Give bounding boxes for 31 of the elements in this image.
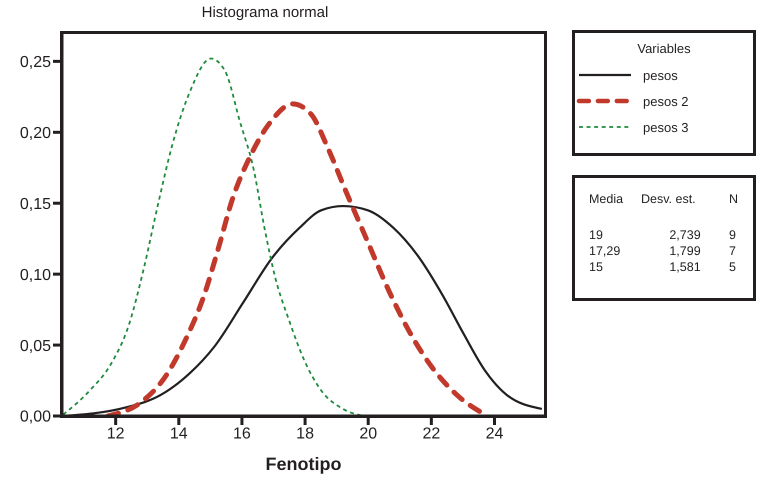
y-tick-label: 0,10 [20,266,52,284]
legend-label: pesos [643,68,678,82]
y-tick-label: 0,05 [20,338,52,355]
text: 1,581 [668,260,702,274]
text: Media [589,192,624,206]
text: 5 [729,260,737,274]
text: 19 [589,228,604,242]
text: N [729,192,740,206]
legend-title: Variables [636,41,692,56]
text: 17,29 [589,244,622,258]
text: Desv. est. [641,192,697,206]
legend-label: pesos 2 [643,94,689,108]
text: 2,739 [668,228,702,242]
x-tick-label: 22 [422,425,440,442]
x-axis-title: Fenotipo [266,454,342,474]
text: 9 [729,228,737,242]
x-tick-label: 14 [170,425,188,442]
text: 1,799 [668,244,702,258]
chart-title: Histograma normal [200,4,330,21]
x-tick-label: 20 [359,425,378,442]
x-tick-label: 24 [486,425,504,442]
text: 15 [589,260,604,274]
legend-label: pesos 3 [643,120,689,134]
x-tick-label: 18 [296,425,314,442]
y-tick-label: 0,25 [20,54,52,72]
y-tick-label: 0,20 [20,124,52,142]
y-tick-label: 0,00 [20,408,52,426]
x-tick-label: 16 [233,425,251,442]
text: 7 [729,244,737,258]
y-tick-label: 0,15 [20,196,52,213]
x-tick-label: 12 [106,425,125,442]
